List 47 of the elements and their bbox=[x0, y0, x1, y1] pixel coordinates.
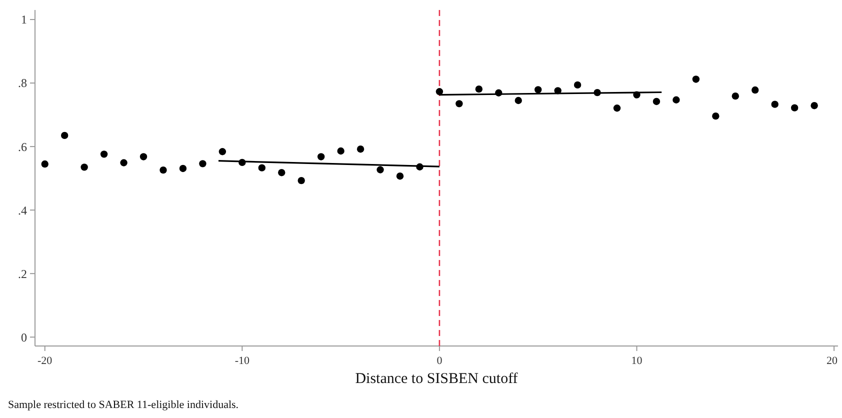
point bbox=[258, 164, 266, 172]
point bbox=[317, 153, 325, 160]
point bbox=[692, 76, 700, 83]
point bbox=[60, 132, 68, 140]
point bbox=[810, 102, 818, 110]
point bbox=[337, 147, 344, 155]
point bbox=[771, 100, 778, 108]
y-tick-label: .4 bbox=[18, 203, 27, 218]
point bbox=[80, 164, 88, 171]
point bbox=[514, 96, 522, 104]
point bbox=[298, 176, 305, 184]
point bbox=[652, 98, 660, 106]
x-axis-title: Distance to SISBEN cutoff bbox=[355, 371, 518, 387]
text: Sample restricted to SABER 11-eligible individuals. bbox=[8, 399, 239, 411]
point bbox=[672, 96, 680, 104]
point bbox=[712, 112, 720, 120]
point bbox=[179, 164, 187, 172]
point bbox=[100, 150, 108, 158]
x-tick-label: 0 bbox=[436, 355, 443, 367]
point bbox=[790, 104, 798, 112]
point bbox=[120, 159, 128, 166]
y-tick-label: .6 bbox=[18, 140, 27, 154]
point bbox=[218, 148, 226, 156]
y-tick-label: .8 bbox=[18, 76, 27, 90]
point bbox=[436, 88, 444, 96]
point bbox=[475, 85, 483, 93]
point bbox=[732, 92, 740, 100]
x-tick-label: 20 bbox=[826, 355, 838, 367]
y-tick-label: 0 bbox=[21, 330, 27, 344]
point bbox=[574, 81, 582, 89]
point bbox=[613, 104, 621, 112]
point bbox=[160, 166, 167, 174]
point bbox=[41, 160, 48, 168]
point bbox=[356, 146, 364, 153]
y-tick-label: .2 bbox=[18, 266, 27, 281]
point bbox=[199, 160, 206, 168]
point bbox=[140, 153, 148, 160]
point bbox=[534, 86, 542, 94]
x-tick-label: -10 bbox=[234, 355, 250, 367]
point bbox=[396, 172, 404, 180]
x-tick-label: 10 bbox=[631, 355, 643, 367]
point bbox=[376, 166, 384, 174]
point bbox=[456, 100, 463, 108]
point bbox=[278, 169, 286, 176]
y-tick-label: 1 bbox=[21, 12, 27, 27]
x-tick-label: -20 bbox=[38, 355, 53, 367]
point bbox=[752, 86, 759, 94]
